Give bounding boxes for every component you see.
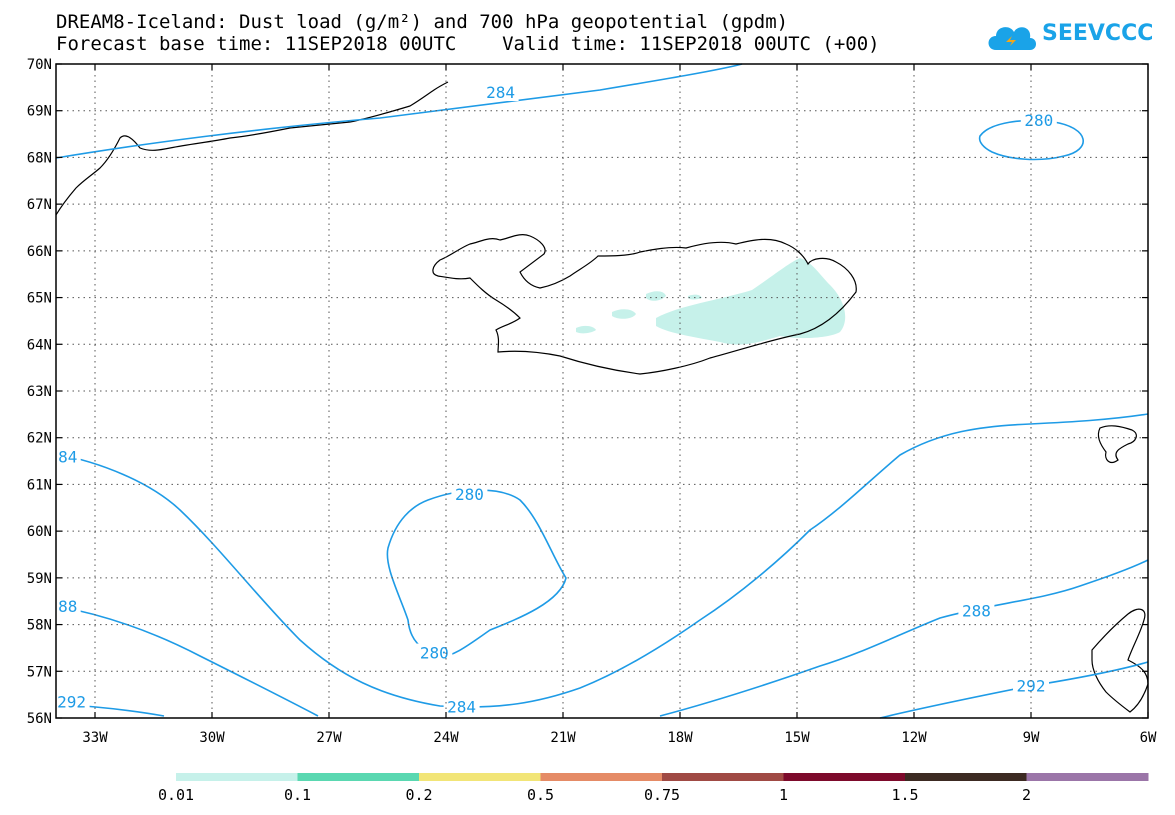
contour-label-bg bbox=[1013, 676, 1049, 695]
geopotential-contours bbox=[55, 63, 1149, 719]
contour-label-bg bbox=[54, 447, 81, 466]
dust-patch-far-west bbox=[576, 325, 596, 334]
logo-text: SEEVCCC bbox=[1042, 21, 1154, 46]
contour-label-bg bbox=[451, 484, 488, 503]
colorbar-label: 0.5 bbox=[527, 786, 554, 804]
dust-load-shading bbox=[576, 258, 846, 345]
map-title: DREAM8-Iceland: Dust load (g/m²) and 700… bbox=[56, 11, 789, 33]
dust-patch-north bbox=[646, 291, 666, 301]
contour-label-bg bbox=[54, 596, 81, 615]
lon-tick-label: 30W bbox=[199, 730, 225, 746]
cloud-logo-icon bbox=[988, 27, 1036, 50]
lon-tick-label: 9W bbox=[1023, 730, 1040, 746]
lat-tick-label: 56N bbox=[27, 711, 52, 727]
lat-tick-label: 58N bbox=[27, 618, 52, 634]
contour-label: 284 bbox=[486, 83, 515, 102]
colorbar-label: 0.1 bbox=[284, 786, 311, 804]
lat-tick-label: 64N bbox=[27, 337, 52, 353]
lat-tick-label: 66N bbox=[27, 244, 52, 260]
colorbar-segment bbox=[1026, 773, 1149, 781]
lat-tick-label: 67N bbox=[27, 197, 52, 213]
dust-patch-main bbox=[656, 258, 846, 345]
lon-tick-label: 24W bbox=[433, 730, 459, 746]
contour-label: 84 bbox=[58, 447, 77, 466]
lat-tick-label: 69N bbox=[27, 104, 52, 120]
contour-label-bg bbox=[53, 692, 90, 711]
lon-tick-label: 18W bbox=[667, 730, 693, 746]
lat-tick-label: 63N bbox=[27, 384, 52, 400]
colorbar-labels: 0.01 0.1 0.2 0.5 0.75 1 1.5 2 bbox=[158, 786, 1031, 804]
lon-tick-label: 33W bbox=[82, 730, 108, 746]
lat-tick-label: 59N bbox=[27, 571, 52, 587]
colorbar bbox=[176, 773, 1149, 781]
colorbar-label: 1 bbox=[779, 786, 788, 804]
colorbar-label: 1.5 bbox=[891, 786, 918, 804]
colorbar-segment bbox=[783, 773, 906, 781]
colorbar-segment bbox=[905, 773, 1027, 781]
colorbar-label: 2 bbox=[1022, 786, 1031, 804]
contour-label-bg bbox=[482, 83, 519, 102]
contour-label-bg bbox=[1020, 111, 1057, 130]
lon-tick-label: 12W bbox=[901, 730, 927, 746]
axis-ticks bbox=[56, 63, 1149, 719]
map-subtitle: Forecast base time: 11SEP2018 00UTC Vali… bbox=[56, 33, 880, 55]
contour-label: 88 bbox=[58, 597, 77, 616]
contour-288-east bbox=[659, 559, 1149, 717]
lon-tick-label: 6W bbox=[1140, 730, 1157, 746]
lat-tick-label: 68N bbox=[27, 150, 52, 166]
lat-tick-label: 57N bbox=[27, 664, 52, 680]
colorbar-segment bbox=[419, 773, 541, 781]
coastlines bbox=[55, 81, 1149, 713]
contour-label: 280 bbox=[1024, 111, 1053, 130]
contour-label: 280 bbox=[455, 485, 484, 504]
contour-284-south bbox=[55, 413, 1149, 708]
lat-tick-label: 60N bbox=[27, 524, 52, 540]
lat-tick-label: 70N bbox=[27, 57, 52, 73]
colorbar-segment bbox=[540, 773, 663, 781]
colorbar-label: 0.2 bbox=[405, 786, 432, 804]
contour-label: 292 bbox=[57, 693, 86, 712]
faroe-coastline bbox=[1097, 425, 1137, 464]
lon-tick-label: 27W bbox=[316, 730, 342, 746]
lat-lon-grid bbox=[56, 64, 1148, 718]
contour-288-west bbox=[55, 605, 319, 717]
greenland-coastline bbox=[55, 81, 449, 216]
colorbar-segment bbox=[662, 773, 784, 781]
colorbar-label: 0.01 bbox=[158, 786, 194, 804]
colorbar-segment bbox=[176, 773, 298, 781]
colorbar-segment bbox=[297, 773, 420, 781]
contour-label-bg bbox=[443, 697, 480, 716]
contour-label: 280 bbox=[420, 644, 449, 663]
contour-280-central bbox=[386, 489, 567, 657]
lon-tick-label: 15W bbox=[784, 730, 810, 746]
contour-label: 288 bbox=[962, 602, 991, 621]
lon-tick-label: 21W bbox=[550, 730, 576, 746]
iceland-coastline bbox=[432, 234, 857, 375]
lat-tick-label: 65N bbox=[27, 291, 52, 307]
longitude-labels: 33W 30W 27W 24W 21W 18W 15W 12W 9W 6W bbox=[82, 730, 1157, 746]
lat-tick-label: 61N bbox=[27, 477, 52, 493]
colorbar-label: 0.75 bbox=[644, 786, 680, 804]
lat-tick-label: 62N bbox=[27, 431, 52, 447]
contour-284-north bbox=[55, 63, 743, 159]
contour-label-bg bbox=[416, 643, 453, 662]
dust-patch-west bbox=[612, 309, 636, 319]
latitude-labels: 70N 69N 68N 67N 66N 65N 64N 63N 62N 61N 60N 59N 58N 5… bbox=[27, 57, 52, 727]
contour-label: 284 bbox=[447, 697, 476, 716]
contour-label-bg bbox=[958, 601, 995, 620]
